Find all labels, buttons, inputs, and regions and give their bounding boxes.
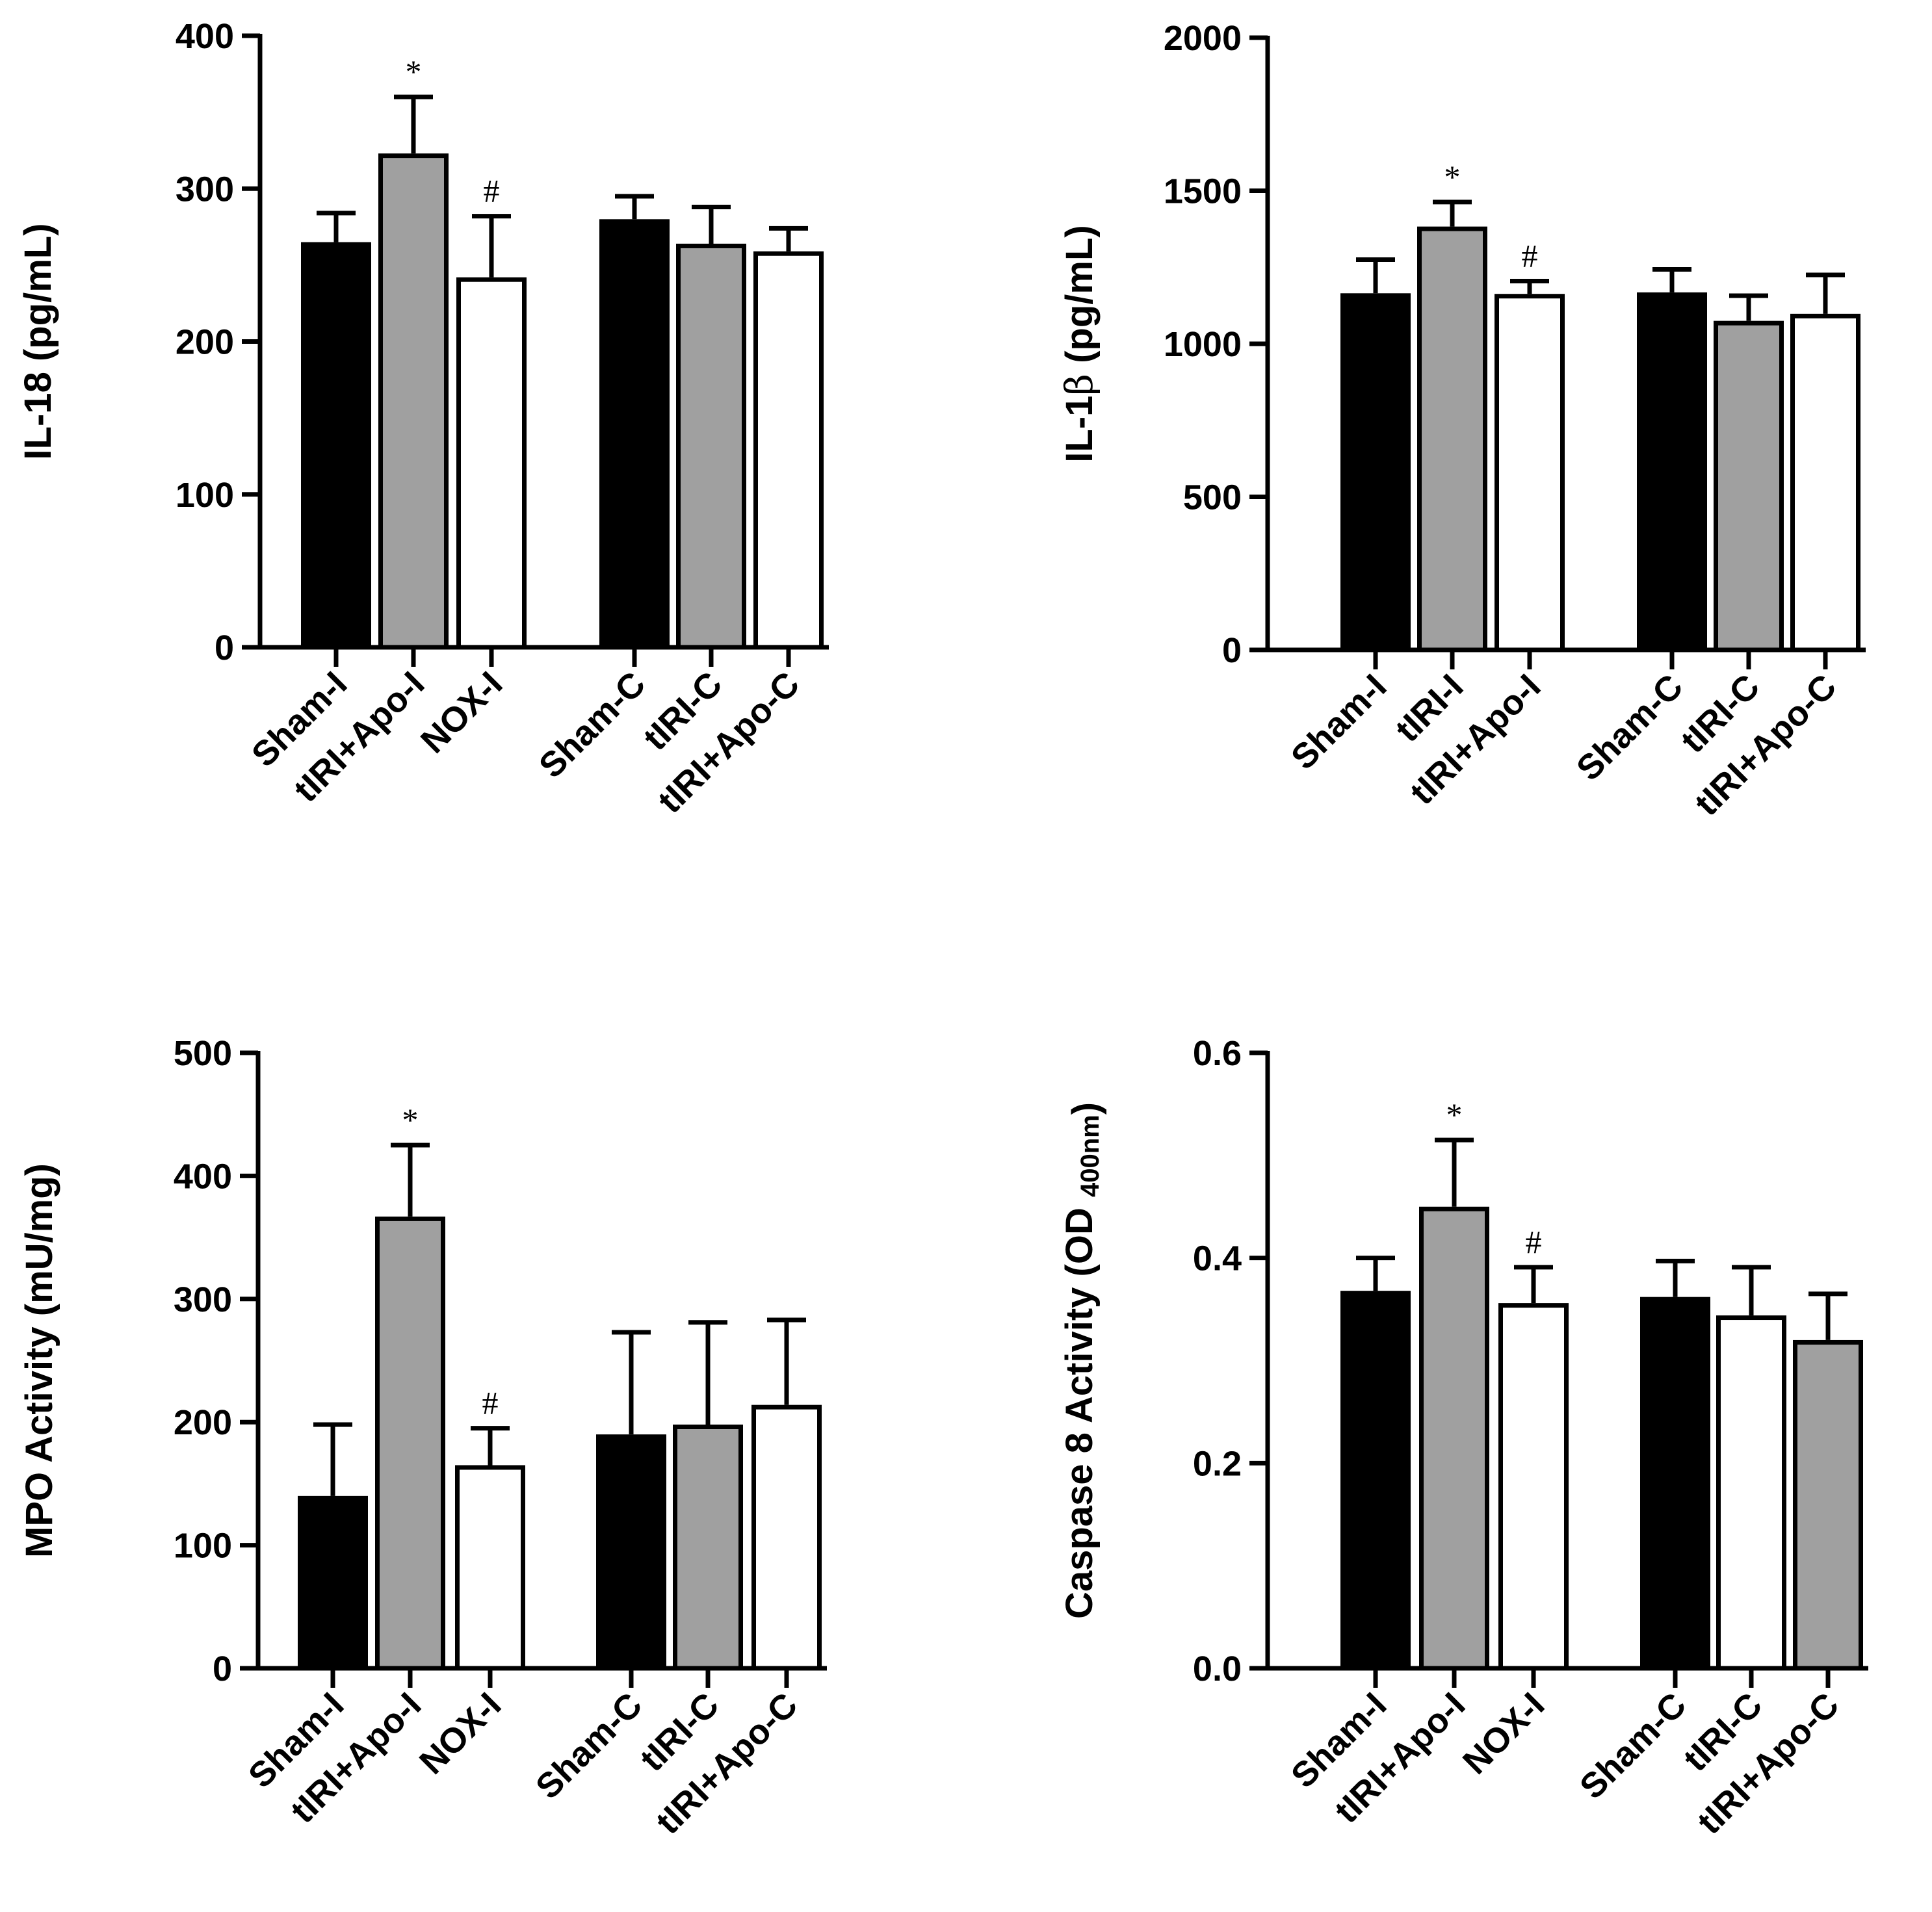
- y-tick-label: 0.0: [1193, 1649, 1242, 1688]
- x-category-label: NOX-I: [412, 1685, 509, 1782]
- y-tick-label: 0: [1222, 631, 1242, 670]
- x-category-label: Sham-I: [1284, 667, 1394, 777]
- bar-sham-c: [599, 219, 670, 650]
- bar-nox-i: [456, 277, 527, 650]
- y-tick-label: 300: [176, 170, 234, 209]
- bar-tiri-c: [1716, 1315, 1786, 1671]
- y-tick-label: 400: [176, 17, 234, 56]
- x-category-label: NOX-I: [413, 664, 510, 761]
- bar-sham-i: [301, 242, 371, 650]
- y-axis-label: IL-18 (pg/mL): [17, 223, 59, 459]
- bar-tiri-c: [673, 1424, 743, 1671]
- bar-nox-i: [455, 1465, 525, 1671]
- bar-sham-i: [1340, 1291, 1411, 1671]
- y-tick-label: 400: [174, 1157, 232, 1196]
- bar-tiri-c: [1714, 320, 1784, 652]
- panel-il1b: *#0500100015002000Sham-ItIRI-ItIRI+Apo-I…: [1057, 19, 1866, 823]
- bar-sham-i: [1340, 293, 1411, 652]
- bar-tiri-apo-i: [1419, 1206, 1489, 1671]
- bar-tiri-apo-c: [751, 1404, 822, 1671]
- y-tick-label: 100: [176, 476, 234, 515]
- y-tick-label: 1000: [1164, 325, 1242, 364]
- significance-star: *: [1444, 159, 1461, 195]
- bar-tiri-apo-i: [1495, 294, 1565, 652]
- significance-star: *: [1446, 1096, 1463, 1133]
- y-tick-label: 200: [176, 323, 234, 362]
- bar-tiri-i: [1417, 226, 1487, 652]
- significance-star: *: [402, 1102, 419, 1138]
- bar-sham-c: [596, 1434, 666, 1671]
- x-category-label: Sham-C: [1569, 667, 1691, 788]
- y-tick-label: 500: [1183, 478, 1242, 517]
- y-tick-label: 500: [174, 1034, 232, 1073]
- y-tick-label: 0.4: [1193, 1239, 1242, 1278]
- bar-sham-c: [1637, 292, 1707, 652]
- y-axis-label: MPO Activity (mU/mg): [18, 1163, 60, 1558]
- significance-hash: #: [482, 1385, 499, 1421]
- bar-nox-i: [1498, 1303, 1569, 1671]
- y-tick-label: 0.2: [1193, 1444, 1242, 1483]
- y-tick-label: 300: [174, 1280, 232, 1319]
- significance-hash: #: [484, 173, 500, 209]
- y-tick-label: 0: [213, 1649, 232, 1688]
- bar-sham-i: [298, 1495, 368, 1671]
- y-tick-label: 0: [215, 628, 234, 667]
- y-tick-label: 200: [174, 1403, 232, 1442]
- x-category-label: NOX-I: [1456, 1685, 1552, 1782]
- significance-hash: #: [1522, 237, 1538, 274]
- x-category-label: Sham-C: [1573, 1685, 1694, 1807]
- y-axis-label: IL-1β (pg/mL): [1057, 225, 1101, 462]
- y-axis-label: Caspase 8 Activity (OD 400nm): [1058, 1102, 1107, 1619]
- bar-tiri-apo-i: [378, 153, 449, 650]
- y-tick-label: 1500: [1164, 172, 1242, 211]
- significance-hash: #: [1526, 1224, 1542, 1260]
- significance-star: *: [406, 53, 422, 90]
- bar-sham-c: [1640, 1297, 1710, 1671]
- bar-tiri-apo-c: [1790, 313, 1860, 652]
- bar-tiri-apo-c: [753, 251, 824, 650]
- bar-tiri-apo-i: [375, 1216, 445, 1671]
- y-tick-label: 100: [174, 1527, 232, 1566]
- x-category-label: Sham-C: [529, 1685, 650, 1807]
- bar-tiri-c: [676, 243, 746, 650]
- y-tick-label: 0.6: [1193, 1034, 1242, 1073]
- x-category-label: Sham-C: [532, 664, 653, 786]
- y-tick-label: 2000: [1164, 19, 1242, 58]
- bar-tiri-apo-c: [1793, 1339, 1863, 1671]
